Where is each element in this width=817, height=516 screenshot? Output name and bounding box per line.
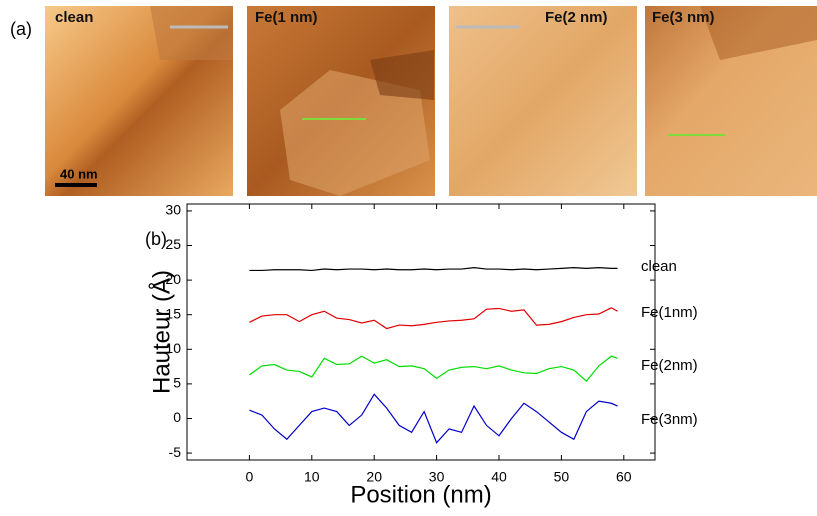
series-line xyxy=(249,307,618,330)
panel-label: (a) xyxy=(10,19,32,39)
y-tick-label: 0 xyxy=(173,409,181,425)
image-label: clean xyxy=(55,9,93,26)
x-tick-label: 50 xyxy=(554,469,570,485)
y-tick-label: 5 xyxy=(173,375,181,391)
chart: -5 0 5 10 15 20 25 30 0 10 20 30 40 50 60 Position (nm)… xyxy=(147,202,697,509)
x-tick-label: 40 xyxy=(491,469,507,485)
stm-image: clean 40 nm xyxy=(45,6,233,196)
y-tick-label: -5 xyxy=(169,444,182,460)
y-tick-label: 30 xyxy=(165,202,181,218)
stm-image: Fe(3 nm) xyxy=(645,6,817,196)
legend-label: clean xyxy=(641,258,677,275)
stm-image: Fe(1 nm) xyxy=(247,6,435,196)
x-tick-label: 20 xyxy=(366,469,382,485)
y-tick-label: 25 xyxy=(165,236,181,252)
x-tick-label: 0 xyxy=(246,469,254,485)
y-axis-label: Hauteur (Å) xyxy=(147,270,175,394)
series-line xyxy=(249,267,618,272)
series-line xyxy=(249,355,618,382)
scale-bar-label: 40 nm xyxy=(60,166,98,181)
image-label: Fe(3 nm) xyxy=(652,9,715,26)
x-axis-label: Position (nm) xyxy=(350,481,491,508)
stm-image: Fe(2 nm) xyxy=(449,6,637,196)
y-tick-label: 10 xyxy=(165,340,181,356)
panel-label: (b) xyxy=(145,229,167,249)
series-line xyxy=(249,393,618,444)
legend-label: Fe(1nm) xyxy=(641,304,698,321)
y-tick-label: 20 xyxy=(165,271,181,287)
legend-label: Fe(3nm) xyxy=(641,411,698,428)
image-label: Fe(1 nm) xyxy=(255,9,318,26)
y-tick-label: 15 xyxy=(165,305,181,321)
x-tick-label: 60 xyxy=(616,469,632,485)
image-label: Fe(2 nm) xyxy=(545,9,608,26)
legend-label: Fe(2nm) xyxy=(641,357,698,374)
plot-frame xyxy=(186,203,656,461)
x-tick-label: 30 xyxy=(429,469,445,485)
x-tick-label: 10 xyxy=(304,469,320,485)
